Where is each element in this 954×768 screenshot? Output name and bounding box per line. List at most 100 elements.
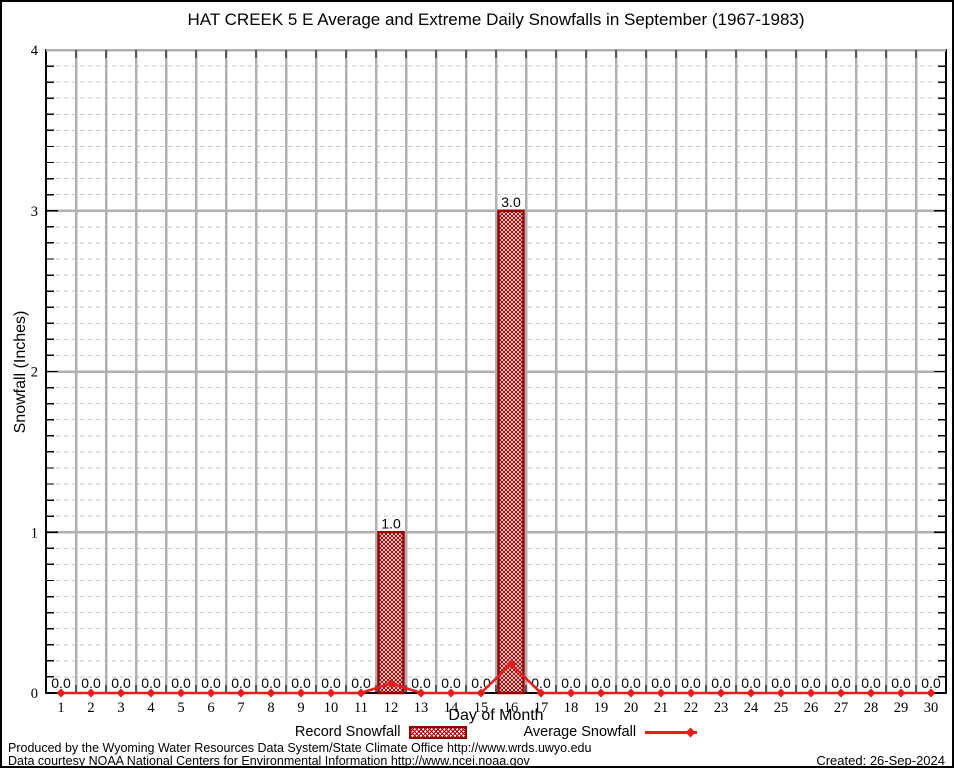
average-marker-day-15 — [476, 688, 486, 698]
x-tick-label: 21 — [654, 700, 669, 716]
average-marker-day-11 — [356, 688, 366, 698]
legend: Record Snowfall Average Snowfall — [46, 723, 946, 741]
bar-value-label: 0.0 — [441, 675, 461, 691]
average-marker-day-28 — [866, 688, 876, 698]
legend-marker-icon — [685, 727, 696, 737]
bar-value-label: 0.0 — [621, 675, 641, 691]
legend-item-average: Average Snowfall — [523, 724, 698, 740]
x-tick-label: 7 — [237, 700, 244, 716]
x-tick-label: 12 — [384, 700, 399, 716]
average-marker-day-13 — [416, 688, 426, 698]
average-line — [61, 662, 931, 695]
average-marker-day-18 — [566, 688, 576, 698]
average-marker-day-10 — [326, 688, 336, 698]
x-tick-label: 29 — [894, 700, 909, 716]
bar-value-label: 0.0 — [351, 675, 371, 691]
average-marker-day-16 — [506, 659, 516, 669]
legend-record-swatch — [409, 725, 468, 739]
x-tick-label: 1 — [57, 700, 64, 716]
x-tick-label: 13 — [414, 700, 429, 716]
bar-value-label: 0.0 — [801, 675, 821, 691]
average-marker-day-27 — [836, 688, 846, 698]
x-tick-label: 27 — [834, 700, 849, 716]
bar-value-label: 0.0 — [111, 675, 131, 691]
bar-value-label: 0.0 — [861, 675, 881, 691]
average-marker-day-7 — [236, 688, 246, 698]
average-marker-day-22 — [686, 688, 696, 698]
bar-value-label: 0.0 — [321, 675, 341, 691]
footer-data-courtesy: Data courtesy NOAA National Centers for … — [8, 754, 530, 768]
bar-value-label: 0.0 — [201, 675, 221, 691]
y-tick-label: 3 — [31, 204, 38, 220]
average-marker-day-2 — [86, 688, 96, 698]
x-tick-label: 3 — [117, 700, 124, 716]
average-marker-day-1 — [56, 688, 66, 698]
bar-value-label: 0.0 — [921, 675, 941, 691]
bar-value-label: 0.0 — [291, 675, 311, 691]
bar-value-label: 0.0 — [891, 675, 911, 691]
bar-value-label: 0.0 — [591, 675, 611, 691]
x-tick-label: 2 — [87, 700, 94, 716]
average-marker-day-3 — [116, 688, 126, 698]
x-tick-label: 8 — [267, 700, 274, 716]
record-bar-day-16 — [497, 209, 525, 695]
x-tick-label: 16 — [504, 700, 519, 716]
legend-item-record: Record Snowfall — [295, 724, 468, 740]
bar-value-label: 0.0 — [651, 675, 671, 691]
average-marker-day-23 — [716, 688, 726, 698]
x-tick-label: 22 — [684, 700, 699, 716]
x-tick-label: 24 — [744, 700, 759, 716]
x-tick-label: 28 — [864, 700, 879, 716]
legend-average-label: Average Snowfall — [523, 724, 637, 740]
x-tick-label: 25 — [774, 700, 789, 716]
bar-value-label: 0.0 — [261, 675, 281, 691]
x-tick-label: 17 — [534, 700, 549, 716]
bar-value-label: 0.0 — [711, 675, 731, 691]
bar-value-label: 0.0 — [471, 675, 491, 691]
x-tick-label: 6 — [207, 700, 214, 716]
x-tick-label: 18 — [564, 700, 579, 716]
bar-value-label: 0.0 — [171, 675, 191, 691]
bar-value-label: 0.0 — [561, 675, 581, 691]
average-marker-day-19 — [596, 688, 606, 698]
bar-value-label: 0.0 — [531, 675, 551, 691]
x-tick-label: 26 — [804, 700, 819, 716]
average-marker-day-26 — [806, 688, 816, 698]
bar-value-label: 0.0 — [81, 675, 101, 691]
x-tick-label: 19 — [594, 700, 609, 716]
bar-value-label: 0.0 — [411, 675, 431, 691]
x-tick-label: 23 — [714, 700, 729, 716]
average-marker-day-6 — [206, 688, 216, 698]
bar-value-label: 0.0 — [741, 675, 761, 691]
x-tick-label: 4 — [147, 700, 155, 716]
legend-record-label: Record Snowfall — [294, 724, 401, 740]
average-marker-day-20 — [626, 688, 636, 698]
x-tick-label: 9 — [297, 700, 304, 716]
x-tick-label: 11 — [354, 700, 368, 716]
y-tick-label: 4 — [31, 43, 39, 59]
average-marker-day-17 — [536, 688, 546, 698]
y-axis-title: Snowfall (Inches) — [12, 310, 29, 434]
average-marker-day-4 — [146, 688, 156, 698]
average-marker-day-9 — [296, 688, 306, 698]
bar-value-label: 0.0 — [681, 675, 701, 691]
average-marker-day-21 — [656, 688, 666, 698]
y-tick-label: 0 — [31, 686, 38, 702]
footer-produced-by: Produced by the Wyoming Water Resources … — [8, 741, 592, 755]
y-tick-label: 2 — [31, 365, 38, 381]
x-tick-label: 20 — [624, 700, 639, 716]
record-bar-day-12 — [377, 531, 405, 695]
average-marker-day-25 — [776, 688, 786, 698]
bar-value-label: 0.0 — [831, 675, 851, 691]
x-tick-label: 5 — [177, 700, 184, 716]
legend-line-icon — [645, 730, 698, 734]
average-marker-day-14 — [446, 688, 456, 698]
average-marker-day-12 — [386, 678, 396, 688]
footer-created-date: Created: 26-Sep-2024 — [816, 753, 945, 768]
average-marker-day-29 — [896, 688, 906, 698]
x-tick-label: 30 — [924, 700, 939, 716]
average-marker-day-24 — [746, 688, 756, 698]
y-tick-label: 1 — [31, 525, 38, 541]
